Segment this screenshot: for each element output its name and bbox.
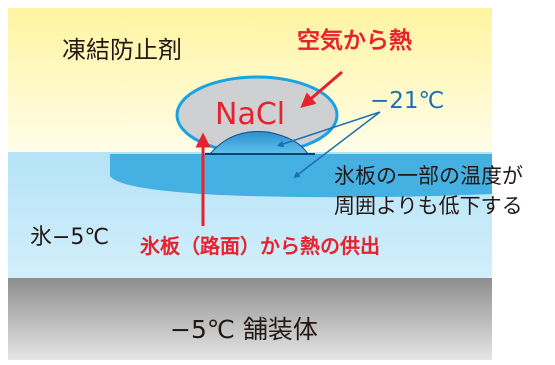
ice-label: 氷−5℃ bbox=[30, 225, 109, 250]
brine-dome bbox=[208, 130, 309, 155]
heat-from-air-label: 空気から熱 bbox=[297, 27, 412, 54]
antifreeze-label: 凍結防止剤 bbox=[62, 36, 182, 64]
heat-from-air-arrow bbox=[300, 70, 343, 108]
ice-temp-label-line2: 周囲よりも低下する bbox=[334, 194, 523, 218]
pointer-to-dome bbox=[276, 111, 381, 148]
nacl-label: NaCl bbox=[215, 97, 285, 132]
cold-ice-region bbox=[110, 154, 492, 198]
pavement-label: −5℃ 舗装体 bbox=[170, 315, 318, 344]
pointer-to-cold-region bbox=[293, 111, 381, 179]
pavement-layer bbox=[8, 278, 492, 360]
heat-from-ice-label: 氷板（路面）から熱の供出 bbox=[140, 234, 380, 258]
ice-temp-label-line1: 氷板の一部の温度が bbox=[334, 164, 523, 188]
temp-minus21-label: −21℃ bbox=[370, 88, 444, 114]
